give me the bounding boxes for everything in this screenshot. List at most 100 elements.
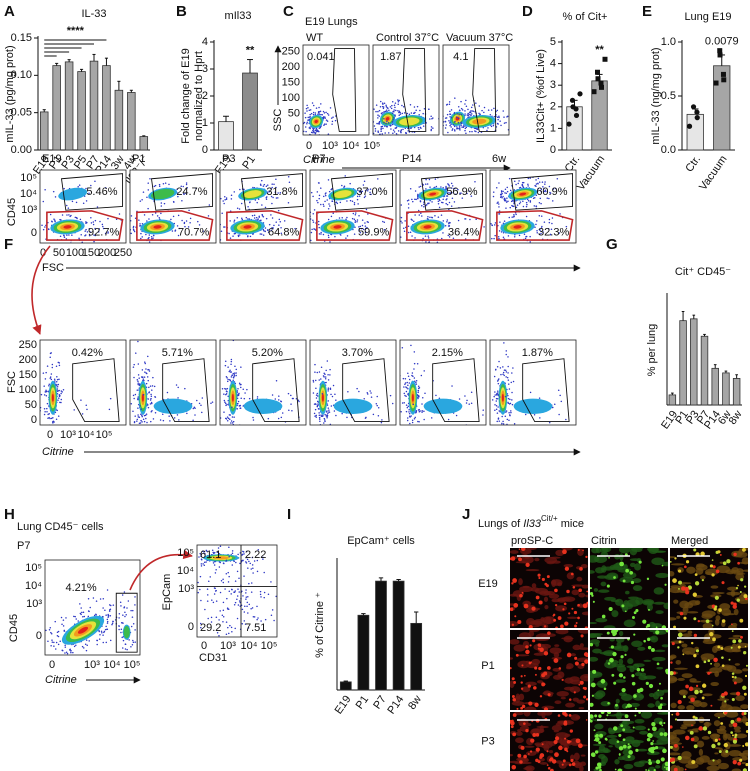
event-dot — [472, 104, 474, 106]
tissue — [572, 697, 579, 702]
event-dot — [414, 214, 416, 216]
event-dot — [243, 397, 246, 400]
cell — [545, 584, 549, 588]
event-dot — [358, 214, 360, 217]
event-dot — [158, 183, 161, 186]
event-dot — [408, 378, 411, 381]
event-dot — [42, 228, 45, 231]
cell — [537, 647, 540, 650]
event-dot — [387, 121, 390, 124]
event-dot — [107, 231, 109, 233]
event-dot — [98, 228, 101, 230]
tissue — [599, 651, 614, 655]
event-dot — [384, 110, 387, 113]
event-dot — [235, 372, 237, 374]
density-contour — [153, 398, 193, 414]
event-dot — [141, 414, 143, 417]
event-dot — [576, 405, 578, 407]
event-dot — [264, 206, 267, 209]
event-dot — [72, 651, 74, 654]
event-dot — [417, 385, 420, 388]
panel-title: Lungs of Il33Cit/+ mice — [478, 514, 584, 530]
event-dot — [423, 418, 425, 421]
event-dot — [136, 418, 139, 421]
event-dot — [252, 572, 254, 574]
event-dot — [294, 227, 296, 230]
event-dot — [419, 109, 421, 112]
event-dot — [250, 568, 252, 570]
event-dot — [228, 575, 230, 578]
event-dot — [397, 109, 399, 112]
event-dot — [326, 448, 328, 450]
event-dot — [154, 184, 157, 187]
event-dot — [425, 178, 427, 181]
event-dot — [252, 233, 254, 235]
event-dot — [315, 414, 317, 417]
tissue — [554, 700, 562, 705]
event-dot — [307, 409, 309, 411]
event-dot — [407, 405, 410, 407]
event-dot — [268, 223, 271, 226]
event-dot — [422, 125, 425, 127]
cell — [726, 559, 731, 564]
event-dot — [243, 188, 245, 191]
event-dot — [56, 409, 58, 412]
event-dot — [505, 371, 508, 373]
event-dot — [230, 593, 232, 595]
event-dot — [57, 383, 60, 386]
event-dot — [241, 217, 243, 219]
event-dot — [507, 401, 509, 404]
cell — [583, 652, 588, 657]
event-dot — [401, 222, 403, 224]
tissue — [655, 700, 661, 708]
event-dot — [248, 582, 250, 585]
cell — [733, 552, 737, 557]
event-dot — [321, 431, 323, 433]
event-dot — [229, 237, 232, 239]
density-contour — [77, 626, 89, 634]
event-dot — [124, 611, 126, 613]
event-dot — [47, 417, 49, 419]
bar — [700, 335, 709, 406]
event-dot — [316, 405, 319, 408]
event-dot — [246, 605, 248, 607]
event-dot — [417, 420, 419, 423]
event-dot — [197, 220, 199, 223]
tissue — [730, 570, 741, 574]
event-dot — [478, 112, 480, 115]
event-dot — [227, 626, 229, 629]
event-dot — [392, 129, 395, 131]
event-dot — [134, 393, 137, 396]
event-dot — [154, 212, 157, 214]
event-dot — [193, 608, 195, 610]
event-dot — [491, 399, 494, 401]
event-dot — [306, 136, 308, 138]
event-dot — [460, 113, 462, 116]
event-dot — [507, 235, 510, 237]
event-dot — [409, 416, 411, 418]
event-dot — [245, 216, 248, 219]
event-dot — [498, 182, 500, 184]
event-dot — [291, 397, 294, 400]
event-dot — [506, 116, 508, 118]
event-dot — [184, 604, 186, 606]
event-dot — [557, 389, 560, 391]
event-dot — [522, 181, 525, 184]
tissue — [670, 617, 677, 621]
event-dot — [194, 560, 196, 562]
event-dot — [278, 399, 280, 401]
y-tick-label: 0 — [31, 414, 37, 426]
density-contour — [63, 225, 72, 229]
event-dot — [310, 136, 312, 138]
event-dot — [356, 198, 359, 201]
event-dot — [410, 431, 412, 433]
tissue — [655, 610, 664, 615]
event-dot — [255, 216, 258, 219]
event-dot — [495, 397, 498, 400]
event-dot — [464, 395, 466, 397]
event-dot — [149, 606, 151, 608]
cell — [582, 603, 588, 609]
tissue — [686, 611, 699, 614]
event-dot — [372, 413, 375, 416]
event-dot — [326, 414, 329, 417]
